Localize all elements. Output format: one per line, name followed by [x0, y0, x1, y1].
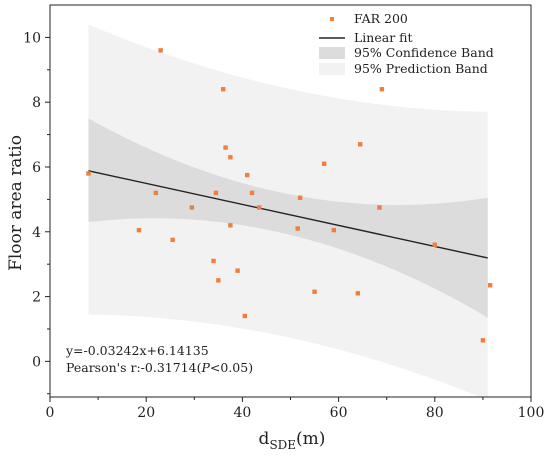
ticks-layer: 0 20 40 60 80 100 0 2 4 6 8 10: [23, 30, 544, 421]
data-point: [245, 172, 250, 178]
pearson-p: P: [200, 360, 210, 375]
legend-confidence-swatch: [319, 47, 345, 59]
data-point: [228, 223, 233, 228]
data-point: [189, 205, 195, 210]
confidence-band: [88, 118, 488, 318]
data-point: [257, 205, 262, 210]
y-tick-label: 2: [32, 290, 41, 306]
x-axis-title-unit: (m): [296, 429, 325, 449]
pearson-annotation: Pearson's r:-0.31714(P<0.05): [66, 360, 253, 375]
legend-confidence-label: 95% Confidence Band: [354, 45, 494, 60]
data-point: [249, 190, 255, 196]
x-axis-title-main: d: [259, 429, 270, 449]
x-tick-label: 40: [233, 405, 251, 421]
fit-equation: y=-0.03242x+6.14135: [65, 343, 209, 358]
data-point: [331, 227, 336, 233]
points-layer: [86, 48, 493, 343]
pearson-prefix: Pearson's r:-0.31714(: [66, 360, 201, 375]
data-point: [216, 278, 221, 283]
legend-prediction-swatch: [319, 63, 345, 75]
y-tick-label: 0: [32, 354, 41, 370]
data-point: [235, 268, 240, 273]
data-point: [242, 313, 248, 319]
data-point: [432, 242, 437, 247]
pearson-suffix: <0.05): [210, 360, 253, 375]
legend: FAR 200 Linear fit 95% Confidence Band 9…: [319, 11, 494, 76]
data-point: [355, 291, 361, 296]
data-point: [136, 227, 142, 233]
data-point: [358, 142, 363, 147]
data-point: [223, 145, 228, 150]
data-point: [377, 205, 382, 210]
y-tick-label: 6: [32, 160, 41, 176]
data-point: [312, 289, 317, 294]
data-point: [211, 258, 216, 264]
data-point: [86, 171, 91, 176]
legend-fit-label: Linear fit: [354, 30, 413, 45]
data-point: [295, 226, 300, 231]
x-tick-label: 20: [137, 405, 155, 421]
fit-line: [88, 170, 488, 259]
data-point: [480, 338, 486, 343]
y-tick-label: 10: [23, 30, 41, 46]
data-point: [297, 195, 303, 200]
data-point: [213, 190, 219, 196]
x-tick-label: 60: [330, 405, 348, 421]
x-axis-title: dSDE(m): [259, 429, 326, 452]
y-tick-label: 4: [32, 225, 41, 241]
bands-layer: [88, 24, 488, 397]
data-point: [220, 87, 226, 92]
fit-layer: [88, 170, 488, 259]
y-tick-label: 8: [32, 95, 41, 111]
x-tick-label: 100: [518, 405, 545, 421]
data-point: [379, 87, 385, 92]
y-axis-title: Floor area ratio: [6, 135, 26, 271]
data-point: [170, 237, 175, 243]
data-point: [153, 190, 159, 196]
legend-points-swatch: [330, 17, 334, 21]
x-axis-title-subscript: SDE: [269, 438, 296, 452]
x-tick-label: 80: [426, 405, 444, 421]
legend-points-label: FAR 200: [354, 11, 408, 26]
data-point: [158, 48, 163, 53]
x-tick-label: 0: [46, 405, 55, 421]
legend-prediction-label: 95% Prediction Band: [354, 61, 488, 76]
data-point: [321, 161, 327, 166]
data-point: [228, 155, 233, 160]
data-point: [487, 283, 493, 288]
